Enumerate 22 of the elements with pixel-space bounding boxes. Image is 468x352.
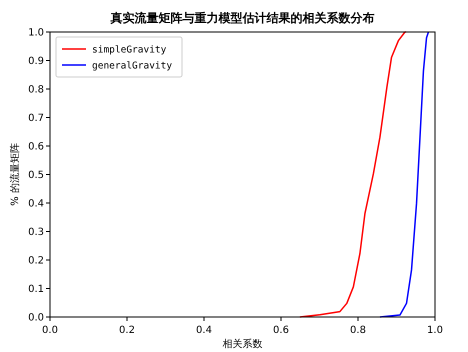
x-tick-label: 0.8	[350, 325, 366, 336]
x-tick-label: 1.0	[427, 325, 443, 336]
x-tick-label: 0.2	[119, 325, 135, 336]
chart-title: 真实流量矩阵与重力模型估计结果的相关系数分布	[110, 11, 374, 25]
y-tick-label: 0.3	[28, 227, 44, 238]
y-tick-label: 0.9	[28, 56, 44, 67]
y-axis-title: % 的流量矩阵	[9, 143, 21, 206]
legend-label: simpleGravity	[92, 44, 167, 56]
y-tick-label: 0.8	[28, 84, 44, 96]
y-tick-label: 0.7	[28, 113, 44, 124]
x-axis-title: 相关系数	[222, 338, 262, 350]
legend-label: generalGravity	[92, 60, 172, 72]
y-tick-label: 1.0	[28, 28, 44, 38]
y-tick-label: 0.4	[28, 198, 44, 210]
y-tick-label: 0.1	[28, 284, 44, 295]
y-tick-label: 0.2	[28, 256, 44, 266]
x-tick-label: 0.6	[273, 325, 289, 336]
y-tick-label: 0.0	[28, 312, 44, 324]
y-tick-label: 0.6	[28, 142, 44, 152]
y-tick-label: 0.5	[28, 170, 44, 181]
x-tick-label: 0.0	[42, 325, 58, 336]
x-tick-label: 0.4	[196, 325, 212, 336]
